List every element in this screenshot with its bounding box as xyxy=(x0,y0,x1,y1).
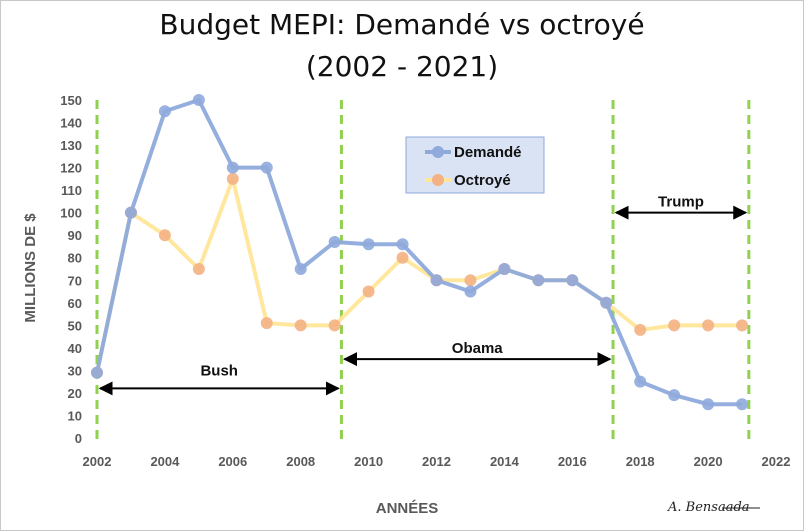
data-point-demande xyxy=(124,206,137,219)
x-tick-label: 2014 xyxy=(490,454,520,469)
data-point-demande xyxy=(192,94,205,106)
data-point-demande xyxy=(260,161,273,174)
series-line-demande xyxy=(95,98,743,407)
y-tick-label: 30 xyxy=(68,363,82,378)
era-label-trump: Trump xyxy=(658,193,704,210)
y-tick-label: 100 xyxy=(60,206,82,221)
data-point-octroye xyxy=(702,319,715,332)
x-tick-label: 2004 xyxy=(150,454,180,469)
y-tick-label: 0 xyxy=(75,431,82,446)
era-label-bush: Bush xyxy=(200,362,238,379)
legend-marker-demande xyxy=(432,146,444,158)
data-point-demande xyxy=(158,105,171,118)
data-point-octroye xyxy=(158,229,171,242)
data-point-demande xyxy=(668,389,681,402)
legend-label-demande: Demandé xyxy=(454,144,522,161)
data-point-octroye xyxy=(294,319,307,332)
data-point-demande xyxy=(226,161,239,174)
data-point-octroye xyxy=(396,251,409,264)
y-tick-label: 80 xyxy=(68,251,82,266)
chart-subtitle: (2002 - 2021) xyxy=(305,50,499,83)
x-tick-label: 2020 xyxy=(694,454,723,469)
signature: A. Bensaada xyxy=(667,500,760,515)
data-point-demande xyxy=(634,375,647,388)
x-tick-label: 2002 xyxy=(83,454,112,469)
data-point-octroye xyxy=(736,319,749,332)
y-tick-label: 110 xyxy=(61,183,82,198)
data-point-octroye xyxy=(192,263,205,275)
y-tick-label: 120 xyxy=(60,161,82,176)
legend-box xyxy=(405,136,545,194)
y-tick-label: 60 xyxy=(68,296,82,311)
x-axis-title: ANNÉES xyxy=(376,500,439,517)
data-point-demande xyxy=(532,274,545,287)
data-point-demande xyxy=(498,263,511,275)
y-tick-label: 90 xyxy=(68,228,82,243)
y-tick-label: 50 xyxy=(68,318,82,333)
y-tick-label: 130 xyxy=(60,138,82,153)
data-point-octroye xyxy=(226,172,239,185)
data-point-demande xyxy=(362,238,375,251)
y-tick-label: 20 xyxy=(68,386,82,401)
x-tick-label: 2018 xyxy=(626,454,655,469)
x-tick-label: 2006 xyxy=(218,454,247,469)
y-tick-label: 70 xyxy=(68,273,82,288)
data-point-demande xyxy=(702,398,715,411)
data-point-octroye xyxy=(328,319,341,332)
y-axis-title: MILLIONS DE $ xyxy=(22,213,39,323)
x-tick-label: 2022 xyxy=(762,454,791,469)
data-point-octroye xyxy=(634,323,647,336)
legend: Demandé Octroyé xyxy=(405,136,545,194)
x-tick-label: 2012 xyxy=(422,454,451,469)
data-point-octroye xyxy=(668,319,681,332)
y-tick-label: 140 xyxy=(60,116,82,131)
data-point-demande xyxy=(600,296,613,309)
x-tick-label: 2016 xyxy=(558,454,587,469)
y-tick-label: 40 xyxy=(68,341,82,356)
data-point-octroye xyxy=(260,317,273,330)
data-point-demande xyxy=(294,263,307,275)
legend-marker-octroye xyxy=(432,174,444,186)
data-point-demande xyxy=(464,285,477,298)
y-tick-label: 10 xyxy=(68,408,82,423)
x-tick-label: 2010 xyxy=(354,454,383,469)
data-point-demande xyxy=(396,238,409,251)
y-tick-label: 150 xyxy=(60,93,82,108)
series-line-octroye xyxy=(95,176,743,374)
data-point-demande xyxy=(430,274,443,287)
data-point-octroye xyxy=(362,285,375,298)
chart-title: Budget MEPI: Demandé vs octroyé xyxy=(159,8,645,41)
data-point-demande xyxy=(566,274,579,287)
data-point-demande xyxy=(91,366,103,379)
data-point-demande xyxy=(328,235,341,248)
data-point-octroye xyxy=(464,274,477,287)
signature-text: A. Bensaada xyxy=(667,500,750,515)
era-label-obama: Obama xyxy=(452,340,504,357)
x-tick-label: 2008 xyxy=(286,454,315,469)
data-point-demande xyxy=(736,398,749,411)
legend-label-octroye: Octroyé xyxy=(454,172,511,189)
